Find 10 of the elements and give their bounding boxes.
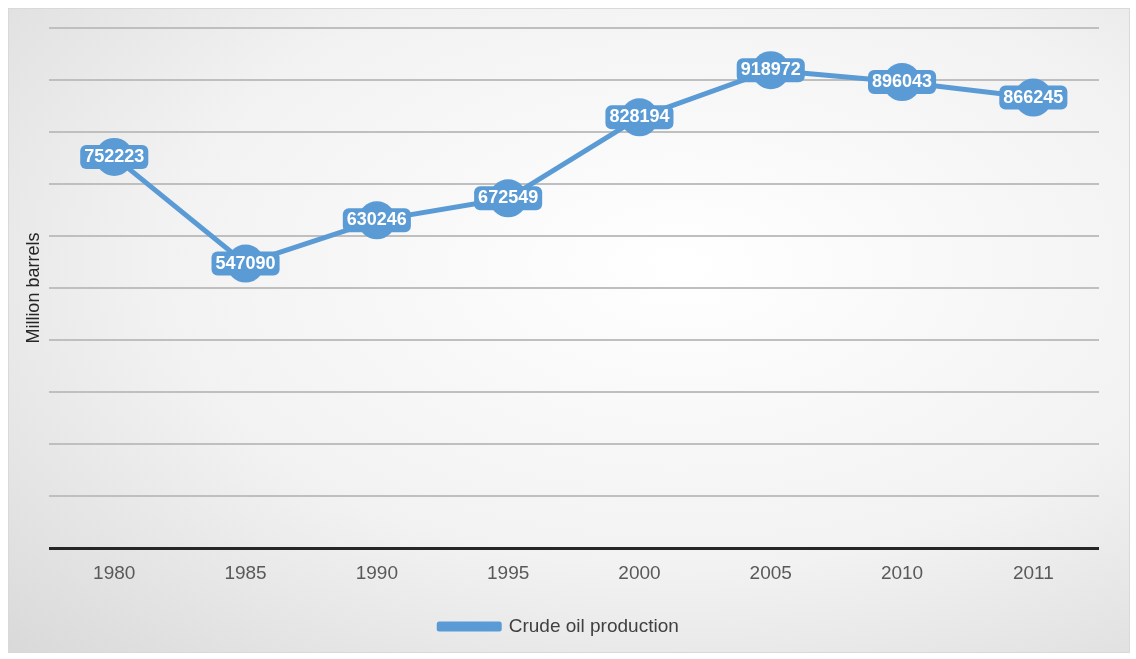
legend-label: Crude oil production: [508, 614, 679, 636]
x-tick-label: 1985: [224, 561, 267, 583]
x-tick-label: 2010: [880, 561, 924, 583]
x-tick-label: 2005: [749, 561, 792, 583]
x-tick-label: 2011: [1012, 561, 1054, 583]
x-tick-label: 1980: [93, 561, 136, 583]
y-axis-title: Million barrels: [22, 232, 43, 344]
x-tick-label: 1995: [487, 561, 530, 583]
x-tick-label: 1990: [355, 561, 398, 583]
x-tick-label: 2000: [618, 561, 661, 583]
